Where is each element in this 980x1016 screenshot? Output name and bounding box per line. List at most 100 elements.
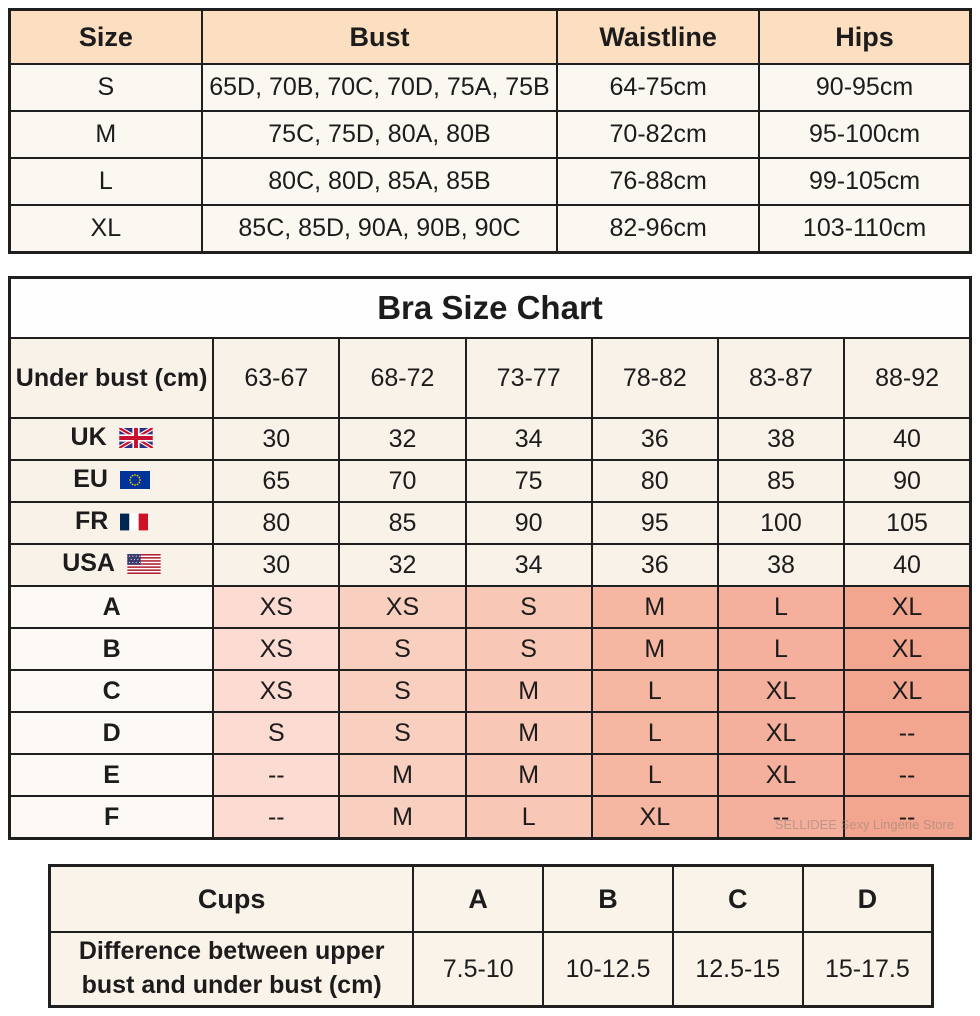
region-label-cell: UK [8,417,215,461]
cup-size-cell: -- [212,753,341,797]
region-label-cell: EU [8,459,215,503]
size-col-header: Size [8,8,203,65]
cup-size-cell: XL [716,669,846,713]
cup-label-cell: B [8,627,215,671]
region-value-cell: 34 [464,417,593,461]
hips-col-header: Hips [758,8,972,65]
band-header: 63-67 [212,337,341,419]
region-row-eu: EU 65 70 75 80 85 90 [8,459,972,503]
band-header: 88-92 [843,337,972,419]
region-value-cell: 90 [843,459,972,503]
region-value-cell: 32 [338,543,467,587]
cup-size-cell: M [590,627,719,671]
size-row-m: M 75C, 75D, 80A, 80B 70-82cm 95-100cm [8,110,972,159]
difference-value-cell: 15-17.5 [801,931,934,1008]
region-value-cell: 80 [590,459,719,503]
cup-size-cell: L [716,585,846,629]
region-value-cell: 38 [716,543,846,587]
waistline-col-header: Waistline [556,8,761,65]
region-label: FR [74,507,109,535]
difference-value-cell: 12.5-15 [671,931,804,1008]
cup-size-cell: M [464,753,593,797]
region-value-cell: 32 [338,417,467,461]
cup-size-cell: XL [843,585,972,629]
region-value-cell: 105 [843,501,972,545]
cup-row-f: F -- M L XL -- -- [8,795,972,840]
cup-size-cell: S [464,627,593,671]
bra-size-chart-table: Bra Size Chart Under bust (cm) 63-67 68-… [8,276,972,840]
band-header: 78-82 [590,337,719,419]
cup-label-cell: A [8,585,215,629]
eu-flag-icon [119,468,150,497]
cup-size-cell: XL [716,711,846,755]
cup-row-d: D S S M L XL -- [8,711,972,755]
cup-size-cell: S [338,627,467,671]
cup-label-cell: F [8,795,215,840]
difference-row: Difference between upper bust and under … [48,931,934,1008]
region-value-cell: 80 [212,501,341,545]
region-label-cell: FR [8,501,215,545]
cup-size-cell: XL [716,753,846,797]
cup-size-cell: XS [212,669,341,713]
bust-cell: 75C, 75D, 80A, 80B [200,110,559,159]
size-row-l: L 80C, 80D, 85A, 85B 76-88cm 99-105cm [8,157,972,206]
cup-size-cell: M [590,585,719,629]
region-value-cell: 40 [843,543,972,587]
under-bust-header: Under bust (cm) [8,337,215,419]
cup-size-cell: -- [843,711,972,755]
band-header-row: Under bust (cm) 63-67 68-72 73-77 78-82 … [8,337,972,419]
cup-size-cell: XL [843,627,972,671]
cup-size-cell: XS [338,585,467,629]
cup-col-header: B [542,864,674,933]
cup-size-cell: L [464,795,593,840]
region-value-cell: 70 [338,459,467,503]
bust-col-header: Bust [200,8,559,65]
usa-flag-icon [127,552,161,581]
region-label: USA [62,549,115,577]
region-value-cell: 30 [212,543,341,587]
hips-cell: 95-100cm [758,110,972,159]
region-value-cell: 40 [843,417,972,461]
garment-size-table: Size Bust Waistline Hips S 65D, 70B, 70C… [8,8,972,254]
cup-size-cell: S [338,669,467,713]
region-label-cell: USA [8,543,215,587]
hips-cell: 99-105cm [758,157,972,206]
cup-size-cell: XL [590,795,719,840]
region-value-cell: 65 [212,459,341,503]
waistline-cell: 82-96cm [556,204,761,254]
cups-header: Cups [48,864,415,933]
region-value-cell: 36 [590,417,719,461]
cup-size-cell: M [464,669,593,713]
bra-size-chart-container: Bra Size Chart Under bust (cm) 63-67 68-… [8,276,972,840]
chart-title-row: Bra Size Chart [8,276,972,339]
band-header: 73-77 [464,337,593,419]
region-value-cell: 85 [716,459,846,503]
cup-size-cell: XS [212,585,341,629]
bust-cell: 65D, 70B, 70C, 70D, 75A, 75B [200,63,559,112]
bra-size-chart-title: Bra Size Chart [8,276,972,339]
cup-size-cell: -- [843,795,972,840]
region-value-cell: 75 [464,459,593,503]
cup-size-cell: -- [843,753,972,797]
cup-label-cell: C [8,669,215,713]
cup-size-cell: M [338,795,467,840]
band-header: 83-87 [716,337,846,419]
cup-col-header: A [412,864,545,933]
region-label: EU [73,465,108,493]
cup-size-cell: -- [716,795,846,840]
region-value-cell: 30 [212,417,341,461]
cup-size-cell: L [590,669,719,713]
region-value-cell: 100 [716,501,846,545]
cup-size-cell: L [716,627,846,671]
region-row-fr: FR 80 85 90 95 100 105 [8,501,972,545]
fr-flag-icon [120,510,149,539]
cup-size-cell: S [338,711,467,755]
size-cell: XL [8,204,203,254]
waistline-cell: 76-88cm [556,157,761,206]
region-value-cell: 34 [464,543,593,587]
region-value-cell: 36 [590,543,719,587]
region-value-cell: 38 [716,417,846,461]
waistline-cell: 64-75cm [556,63,761,112]
cup-label-cell: D [8,711,215,755]
